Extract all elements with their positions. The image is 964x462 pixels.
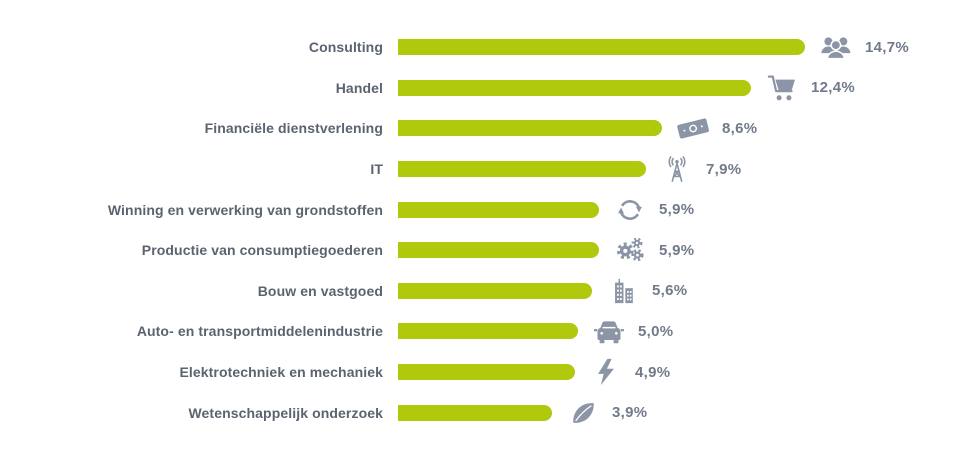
- shopping-cart-icon: [764, 73, 800, 103]
- value-label: 3,9%: [612, 404, 648, 422]
- bar: [398, 39, 805, 56]
- bar: [398, 364, 575, 381]
- value-label: 5,0%: [638, 322, 674, 340]
- category-label: Winning en verwerking van grondstoffen: [107, 201, 383, 218]
- radio-tower-icon: [659, 154, 695, 184]
- value-label: 8,6%: [722, 119, 758, 137]
- category-label: Consulting: [308, 39, 383, 56]
- category-label: Financiële dienstverlening: [204, 120, 383, 137]
- bar: [398, 120, 662, 137]
- recycle-icon: [612, 195, 648, 225]
- value-label: 12,4%: [811, 79, 856, 97]
- bar: [398, 79, 751, 96]
- bar: [398, 201, 599, 218]
- bar-row: Productie van consumptiegoederen 5,9%: [0, 230, 964, 271]
- gears-icon: [612, 235, 648, 265]
- value-label: 5,9%: [659, 241, 695, 259]
- category-label: Wetenschappelijk onderzoek: [188, 404, 383, 421]
- bar-row: IT 7,9%: [0, 149, 964, 190]
- value-label: 4,9%: [635, 363, 671, 381]
- value-label: 14,7%: [865, 38, 910, 56]
- people-group-icon: [818, 32, 854, 62]
- category-label: Bouw en vastgoed: [257, 282, 383, 299]
- banknote-icon: [675, 113, 711, 143]
- bar-row: Wetenschappelijk onderzoek 3,9%: [0, 392, 964, 433]
- bar: [398, 323, 578, 340]
- bar-row: Auto- en transportmiddelenindustrie 5,0%: [0, 311, 964, 352]
- category-label: Productie van consumptiegoederen: [141, 242, 383, 259]
- bar-row: Handel 12,4%: [0, 68, 964, 109]
- bar: [398, 161, 646, 178]
- value-label: 7,9%: [706, 160, 742, 178]
- value-label: 5,9%: [659, 201, 695, 219]
- chart-rows: Consulting 14,7% Handel 12,4% Financiële die…: [0, 27, 964, 433]
- bar-row: Financiële dienstverlening 8,6%: [0, 108, 964, 149]
- leaf-icon: [565, 398, 601, 428]
- bar: [398, 282, 592, 299]
- car-icon: [591, 316, 627, 346]
- category-label: IT: [370, 161, 383, 178]
- bar: [398, 242, 599, 259]
- bar-row: Bouw en vastgoed 5,6%: [0, 271, 964, 312]
- bar: [398, 404, 552, 421]
- bar-row: Consulting 14,7%: [0, 27, 964, 68]
- category-label: Elektrotechniek en mechaniek: [179, 364, 383, 381]
- category-label: Auto- en transportmiddelenindustrie: [136, 323, 383, 340]
- value-label: 5,6%: [652, 282, 688, 300]
- lightning-icon: [588, 357, 624, 387]
- category-label: Handel: [335, 79, 383, 96]
- bar-row: Elektrotechniek en mechaniek 4,9%: [0, 352, 964, 393]
- buildings-icon: [605, 276, 641, 306]
- bar-row: Winning en verwerking van grondstoffen 5,…: [0, 189, 964, 230]
